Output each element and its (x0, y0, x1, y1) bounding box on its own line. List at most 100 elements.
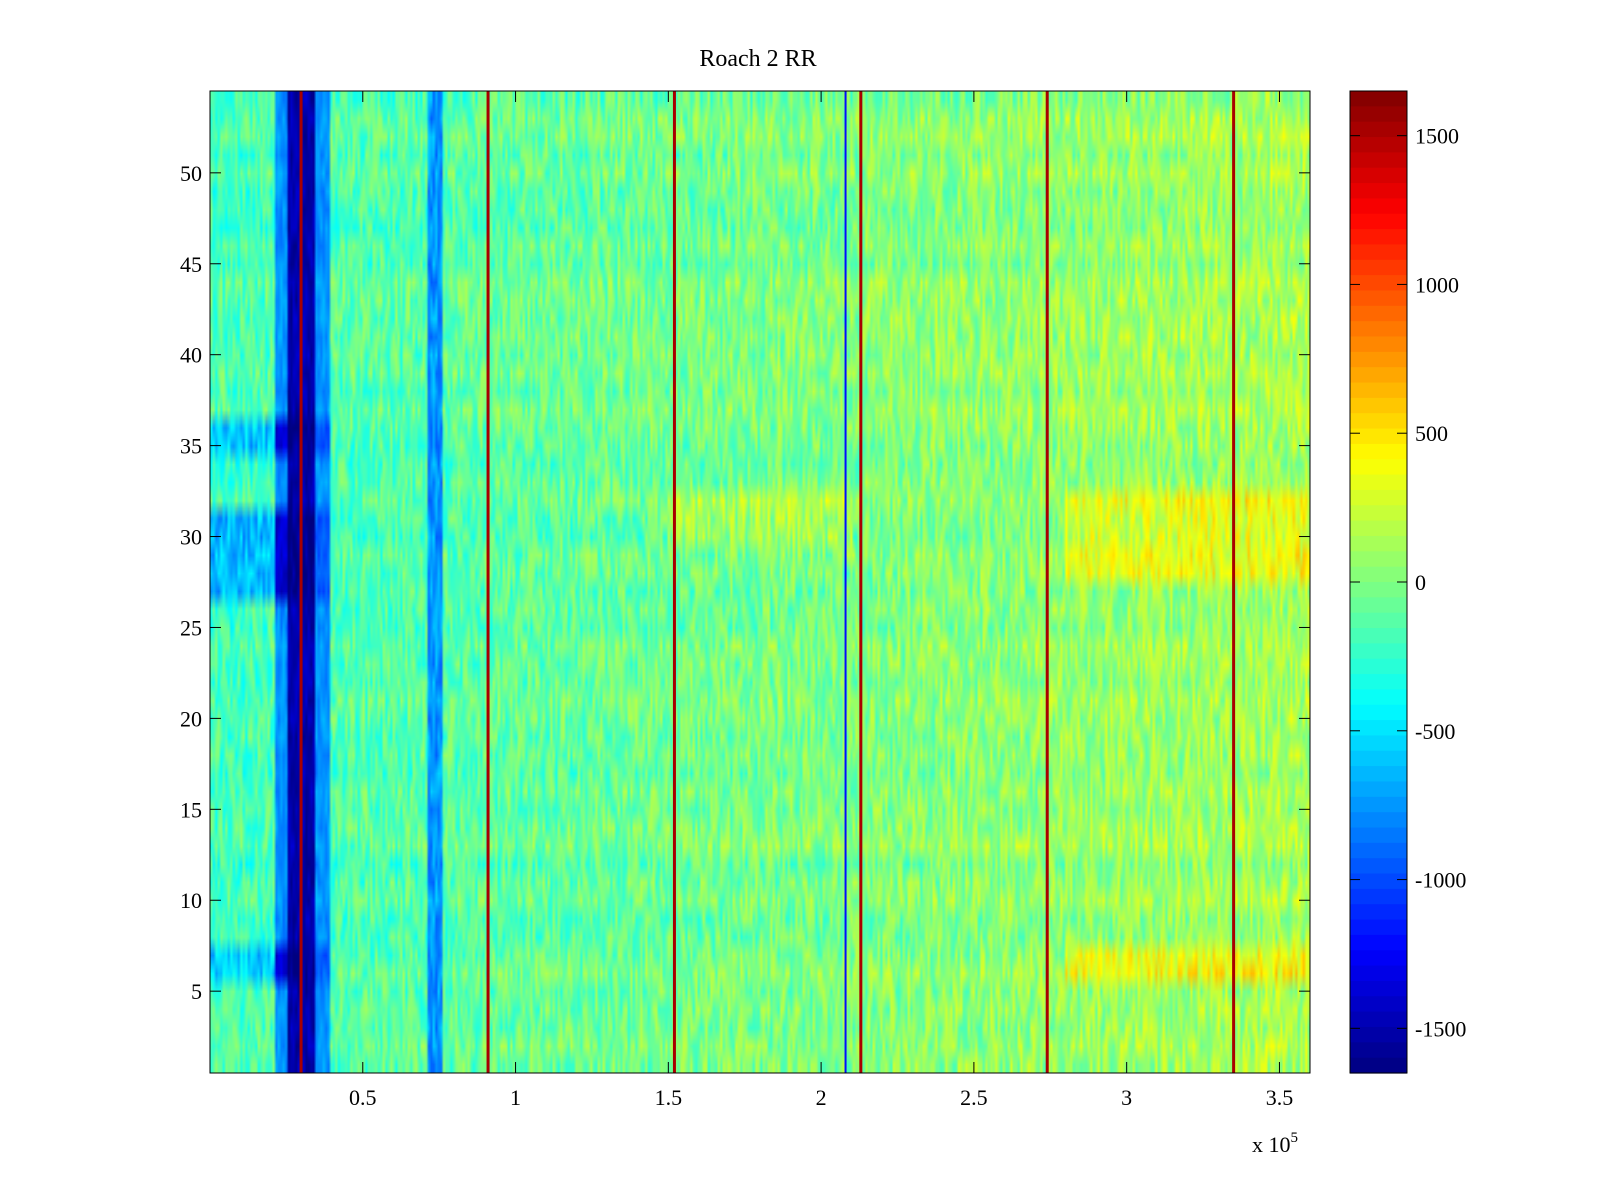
y-tick-label: 45 (180, 252, 202, 277)
colorbar-segment (1350, 965, 1407, 982)
colorbar-tick-label: 1500 (1415, 124, 1459, 149)
colorbar-segment (1350, 336, 1407, 353)
colorbar-segment (1350, 198, 1407, 215)
colorbar-segment (1350, 443, 1407, 460)
colorbar-segment (1350, 367, 1407, 384)
colorbar-tick-label: -1500 (1415, 1016, 1466, 1041)
colorbar-segment (1350, 643, 1407, 660)
colorbar-segment (1350, 566, 1407, 583)
colorbar-segment (1350, 781, 1407, 798)
colorbar-segment (1350, 275, 1407, 292)
colorbar-segment (1350, 628, 1407, 644)
y-tick-label: 25 (180, 615, 202, 640)
colorbar-segment (1350, 321, 1407, 338)
colorbar-segment (1350, 505, 1407, 522)
colorbar-segment (1350, 183, 1407, 200)
colorbar-segment (1350, 950, 1407, 967)
colorbar-segment (1350, 720, 1407, 737)
colorbar-segment (1350, 735, 1407, 752)
x-tick-label: 1 (510, 1085, 521, 1110)
x-tick-label: 2.5 (960, 1085, 988, 1110)
colorbar-segment (1350, 520, 1407, 537)
colorbar-segment (1350, 612, 1407, 629)
spike-line (1045, 91, 1049, 1073)
colorbar-segment (1350, 106, 1407, 123)
colorbar-segment (1350, 919, 1407, 936)
colorbar-segment (1350, 674, 1407, 691)
colorbar-segment (1350, 459, 1407, 476)
colorbar-segment (1350, 1026, 1407, 1043)
y-tick-label: 35 (180, 434, 202, 459)
colorbar (1350, 91, 1407, 1074)
colorbar-segment (1350, 474, 1407, 491)
colorbar-segment (1350, 91, 1407, 107)
colorbar-segment (1350, 551, 1407, 568)
x-tick-label: 1.5 (655, 1085, 683, 1110)
colorbar-segment (1350, 1057, 1407, 1074)
axes-frame (209, 90, 1311, 1074)
colorbar-segment (1350, 244, 1407, 261)
x-tick-label: 3 (1121, 1085, 1132, 1110)
colorbar-segment (1350, 229, 1407, 246)
colorbar-segment (1350, 121, 1407, 138)
spike-line (299, 91, 303, 1073)
colorbar-segment (1350, 152, 1407, 169)
x-tick-label: 0.5 (349, 1085, 377, 1110)
colorbar-tick-label: -1000 (1415, 868, 1466, 893)
colorbar-segment (1350, 351, 1407, 368)
colorbar-segment (1350, 996, 1407, 1013)
x-axis-ticks: 0.5 1 1.5 2 2.5 3 3.5 (349, 91, 1293, 1110)
y-tick-label: 30 (180, 525, 202, 550)
y-tick-label: 50 (180, 161, 202, 186)
y-tick-label: 10 (180, 888, 202, 913)
colorbar-segment (1350, 858, 1407, 875)
colorbar-segment (1350, 259, 1407, 276)
y-tick-label: 5 (191, 979, 202, 1004)
spike-line (672, 91, 676, 1073)
colorbar-segment (1350, 827, 1407, 844)
spike-lines (299, 91, 1236, 1073)
heatmap-plot-area (210, 91, 1310, 1073)
x-tick-label: 3.5 (1266, 1085, 1294, 1110)
colorbar-segment (1350, 888, 1407, 905)
colorbar-segment (1350, 213, 1407, 230)
colorbar-segment (1350, 689, 1407, 706)
colorbar-segment (1350, 873, 1407, 890)
colorbar-segment (1350, 428, 1407, 445)
spike-line (486, 91, 490, 1073)
colorbar-segment (1350, 413, 1407, 430)
colorbar-segment (1350, 167, 1407, 184)
colorbar-tick-label: 500 (1415, 421, 1448, 446)
colorbar-tick-label: 1000 (1415, 272, 1459, 297)
spike-line (859, 91, 863, 1073)
colorbar-segment (1350, 582, 1407, 598)
colorbar-segment (1350, 1011, 1407, 1028)
y-tick-label: 40 (180, 343, 202, 368)
y-tick-label: 15 (180, 797, 202, 822)
colorbar-segment (1350, 796, 1407, 813)
colorbar-segment (1350, 397, 1407, 414)
colorbar-segment (1350, 137, 1407, 153)
colorbar-segment (1350, 812, 1407, 829)
colorbar-segment (1350, 658, 1407, 675)
spike-line (1232, 91, 1236, 1073)
colorbar-segment (1350, 597, 1407, 614)
colorbar-segment (1350, 934, 1407, 951)
dip-line (844, 91, 847, 1073)
y-axis-ticks: 5 10 15 20 25 30 35 40 45 50 (180, 161, 1310, 1004)
colorbar-segment (1350, 535, 1407, 552)
x-axis-multiplier: x 105 (1252, 1130, 1298, 1157)
colorbar-ticks: 1500 1000 500 0 -500 -1000 -1500 (1350, 124, 1466, 1041)
colorbar-segment (1350, 980, 1407, 997)
colorbar-segment (1350, 305, 1407, 322)
y-tick-label: 20 (180, 706, 202, 731)
colorbar-segment (1350, 904, 1407, 921)
colorbar-tick-label: 0 (1415, 570, 1426, 595)
heatmap-cells (210, 91, 1310, 1073)
colorbar-segment (1350, 290, 1407, 307)
x-tick-label: 2 (816, 1085, 827, 1110)
colorbar-segment (1350, 1042, 1407, 1059)
colorbar-segment (1350, 489, 1407, 506)
chart-title: Roach 2 RR (699, 46, 816, 72)
